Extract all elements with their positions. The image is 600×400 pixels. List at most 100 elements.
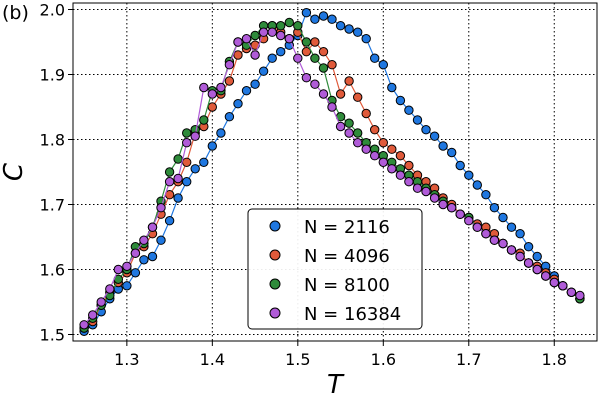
data-point bbox=[207, 89, 218, 99]
data-point bbox=[353, 138, 363, 148]
data-point bbox=[558, 281, 568, 291]
data-point bbox=[199, 157, 209, 168]
data-point bbox=[464, 216, 474, 226]
y-tick-label: 1.5 bbox=[40, 326, 65, 345]
data-point bbox=[301, 47, 312, 57]
x-tick-label: 1.6 bbox=[371, 350, 396, 369]
data-point bbox=[447, 147, 457, 158]
data-point bbox=[318, 11, 329, 21]
data-point bbox=[438, 199, 448, 210]
data-point bbox=[122, 261, 132, 271]
x-tick-label: 1.8 bbox=[542, 350, 567, 369]
x-tick-label: 1.4 bbox=[200, 350, 225, 369]
data-point bbox=[173, 193, 183, 203]
panel-label: (b) bbox=[2, 2, 29, 24]
data-point bbox=[276, 21, 286, 31]
data-point bbox=[207, 102, 218, 112]
data-point bbox=[541, 271, 551, 281]
y-tick-label: 1.8 bbox=[40, 131, 65, 150]
data-point bbox=[327, 102, 337, 112]
data-point bbox=[250, 79, 260, 89]
data-point bbox=[310, 37, 320, 47]
legend-marker bbox=[269, 249, 281, 261]
data-point bbox=[404, 105, 414, 115]
data-point bbox=[122, 281, 132, 291]
data-point bbox=[370, 53, 380, 63]
data-point bbox=[370, 125, 380, 135]
data-point bbox=[378, 138, 388, 148]
data-point bbox=[276, 47, 286, 57]
data-point bbox=[344, 128, 354, 138]
data-point bbox=[310, 53, 320, 63]
data-point bbox=[267, 27, 277, 37]
data-point bbox=[378, 157, 388, 168]
data-point bbox=[327, 59, 337, 70]
series-16384 bbox=[79, 27, 585, 330]
data-point bbox=[105, 284, 115, 294]
data-point bbox=[515, 229, 525, 239]
data-point bbox=[233, 50, 243, 60]
data-point bbox=[173, 154, 183, 164]
data-point bbox=[532, 251, 542, 262]
x-tick-label: 1.5 bbox=[285, 350, 310, 369]
data-point bbox=[224, 76, 235, 86]
data-point bbox=[318, 47, 329, 57]
data-point bbox=[335, 89, 346, 99]
legend: N = 2116 N = 4096 N = 8100 N = 16384 bbox=[247, 208, 423, 330]
data-point bbox=[139, 235, 149, 245]
data-point bbox=[224, 112, 235, 122]
data-point bbox=[216, 128, 226, 138]
legend-marker bbox=[269, 278, 281, 290]
data-point bbox=[164, 177, 175, 187]
data-point bbox=[318, 63, 329, 73]
data-point bbox=[182, 157, 192, 168]
data-point bbox=[549, 277, 559, 288]
y-tick-label: 1.9 bbox=[40, 66, 65, 85]
data-point bbox=[464, 170, 474, 180]
data-point bbox=[276, 30, 286, 41]
axis-ticks: 1.3 1.4 1.5 1.6 1.7 1.8 1.5 1.6 1.7 1.8 1.9 2.0 bbox=[40, 1, 567, 370]
data-point bbox=[532, 264, 542, 275]
data-point bbox=[130, 248, 141, 258]
data-point bbox=[370, 151, 380, 161]
data-point bbox=[156, 235, 166, 245]
data-point bbox=[190, 164, 200, 174]
data-point bbox=[164, 167, 175, 177]
data-point bbox=[284, 17, 294, 28]
data-point bbox=[566, 287, 577, 297]
legend-label: N = 16384 bbox=[304, 304, 401, 325]
data-point bbox=[412, 183, 423, 193]
data-point bbox=[506, 245, 517, 255]
data-point bbox=[207, 141, 218, 151]
data-point bbox=[301, 37, 312, 47]
data-point bbox=[344, 24, 354, 34]
data-point bbox=[258, 66, 269, 76]
data-point bbox=[190, 131, 200, 141]
data-point bbox=[515, 251, 525, 262]
data-point bbox=[318, 89, 329, 99]
y-axis-title: C bbox=[0, 162, 29, 181]
data-point bbox=[421, 186, 431, 197]
data-point bbox=[472, 180, 482, 190]
data-point bbox=[429, 131, 440, 141]
data-point bbox=[293, 21, 303, 31]
data-point bbox=[455, 209, 465, 219]
data-point bbox=[139, 255, 149, 265]
data-point bbox=[284, 34, 294, 44]
data-point bbox=[353, 92, 363, 102]
data-point bbox=[404, 177, 414, 187]
data-point bbox=[412, 115, 423, 125]
data-point bbox=[481, 229, 491, 239]
data-point bbox=[387, 82, 397, 93]
data-point bbox=[164, 216, 175, 226]
data-point bbox=[344, 76, 354, 86]
data-point bbox=[472, 222, 482, 232]
data-point bbox=[404, 160, 414, 171]
data-point bbox=[156, 203, 166, 213]
data-point bbox=[489, 235, 500, 245]
data-point bbox=[233, 37, 243, 47]
y-tick-label: 2.0 bbox=[40, 1, 65, 20]
x-tick-label: 1.3 bbox=[114, 350, 139, 369]
data-point bbox=[481, 190, 491, 200]
